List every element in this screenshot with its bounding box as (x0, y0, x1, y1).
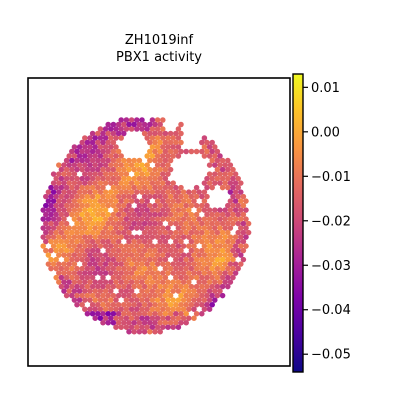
colorbar-ticks: 0.01 0.00 −0.01 −0.02 −0.03 −0.04 −0.05 (303, 81, 351, 363)
chart-subtitle: PBX1 activity (116, 50, 202, 65)
spot-layer (40, 117, 252, 335)
colorbar-tick-label: −0.03 (311, 259, 351, 274)
colorbar-tick-label: −0.04 (311, 303, 351, 318)
colorbar-tick-label: −0.01 (311, 170, 351, 185)
colorbar-tick-label: 0.00 (311, 125, 340, 140)
plot-frame (27, 77, 291, 367)
colorbar-tick-label: −0.02 (311, 214, 351, 229)
chart-title: ZH1019inf (125, 33, 194, 48)
colorbar (292, 73, 304, 373)
colorbar-tick-label: 0.01 (311, 81, 340, 96)
colorbar-tick-label: −0.05 (311, 348, 351, 363)
